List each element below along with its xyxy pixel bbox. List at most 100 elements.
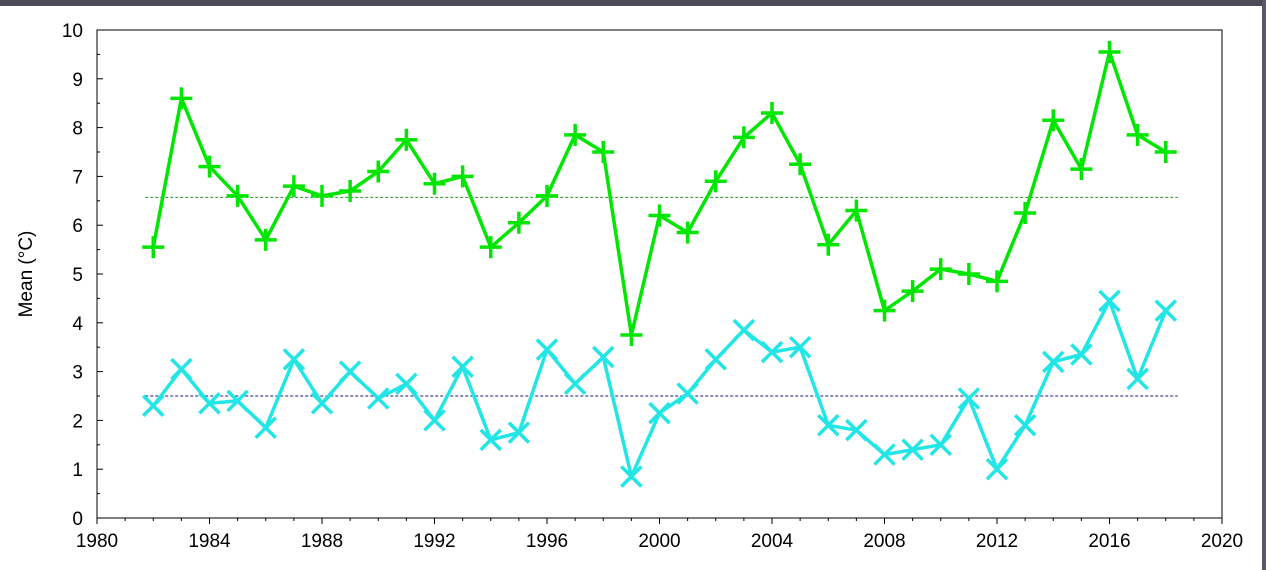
series-0-point (339, 180, 362, 203)
series-1-point (395, 372, 418, 396)
series-1-point (198, 392, 221, 415)
series-1-point (170, 357, 193, 381)
series-0-point (789, 153, 812, 176)
series-1-point (1126, 367, 1149, 391)
x-tick-label: 2012 (976, 531, 1018, 552)
y-axis-title: Mean (°C) (16, 231, 37, 318)
series-0-point (170, 87, 193, 110)
series-0-point (142, 236, 165, 259)
x-tick-label: 2008 (863, 531, 905, 552)
series-1-point (142, 394, 165, 417)
window-right-edge (1262, 0, 1266, 570)
x-tick-label: 2004 (751, 531, 794, 552)
y-tick-label: 3 (72, 363, 83, 384)
series-1-line (151, 299, 1168, 479)
series-1-point (451, 355, 474, 378)
y-tick-label: 4 (72, 314, 83, 335)
series-1-point (788, 335, 812, 359)
y-tick-label: 6 (72, 216, 83, 237)
series-0-point (845, 199, 868, 222)
y-tick-label: 0 (72, 509, 83, 530)
series-1-point (592, 345, 615, 369)
series-0-point (986, 270, 1008, 293)
series-0-point (198, 155, 221, 178)
y-tick-label: 5 (72, 265, 83, 286)
series-0-point (732, 126, 755, 149)
series-0-point (901, 280, 924, 303)
series-1-point (226, 389, 249, 413)
series-0-point (761, 101, 783, 124)
series-0-point (1098, 40, 1121, 63)
series-0-point (311, 184, 333, 207)
series-0-point (704, 170, 727, 193)
series-0-point (1070, 158, 1093, 181)
series-1-point (845, 418, 868, 442)
series-1-point (1070, 343, 1093, 366)
x-tick-label: 2016 (1088, 531, 1130, 552)
y-tick-label: 10 (62, 21, 83, 42)
series-1-point (817, 414, 840, 437)
series-1-point (367, 387, 390, 410)
series-0-point (423, 172, 446, 195)
series-1-point (901, 438, 924, 461)
x-tick-label: 1996 (526, 531, 568, 552)
window-top-edge (0, 0, 1266, 6)
series-1-point (338, 360, 362, 383)
series-1-point (985, 457, 1009, 481)
y-tick-label: 2 (72, 411, 83, 432)
series-1-point (1098, 289, 1121, 313)
series-0-point (507, 211, 530, 234)
series-0-point (817, 233, 840, 256)
series-0-line (151, 50, 1167, 337)
series-0-point (957, 263, 980, 285)
series-1-point (760, 340, 784, 364)
series-1-point (479, 428, 502, 452)
series-0-point (367, 160, 390, 183)
y-tick-label: 1 (72, 460, 83, 481)
series-1-point (957, 387, 981, 410)
series-1-point (282, 348, 306, 371)
series-1-point (563, 372, 587, 396)
series-1-point (620, 465, 643, 488)
series-1-point (1042, 350, 1065, 374)
x-tick-label: 2000 (638, 531, 680, 552)
series-0-point (226, 184, 249, 207)
plot-area-border (96, 29, 1223, 519)
series-1-point (648, 401, 671, 425)
series-0-point (451, 165, 474, 188)
x-tick-label: 1992 (413, 531, 455, 552)
series-0-point (536, 184, 558, 207)
series-0-point (395, 128, 418, 151)
series-0-point (648, 204, 671, 227)
series-0-point (282, 175, 305, 198)
series-0-point (254, 228, 277, 251)
series-1-point (507, 421, 531, 444)
series-1-point (676, 382, 699, 405)
series-0-point (1126, 123, 1149, 146)
series-1-point (704, 348, 727, 371)
series-1-point (1154, 299, 1177, 322)
series-1-point (310, 392, 334, 415)
x-tick-label: 2020 (1201, 531, 1243, 552)
series-1-point (423, 409, 446, 432)
series-0-point (592, 141, 615, 163)
series-0-point (1042, 109, 1065, 132)
y-tick-label: 8 (72, 119, 83, 140)
series-0-point (873, 299, 896, 322)
series-0-point (564, 123, 587, 146)
series-0-point (1014, 202, 1037, 224)
series-0-point (479, 236, 502, 259)
series-1-point (1013, 414, 1037, 437)
y-tick-label: 9 (72, 70, 83, 91)
series-1-point (732, 318, 756, 342)
x-tick-label: 1988 (301, 531, 343, 552)
series-1-point (535, 338, 559, 361)
x-tick-label: 1984 (188, 531, 231, 552)
series-0-point (929, 258, 952, 281)
series-1-point (254, 416, 277, 439)
x-tick-label: 1980 (76, 531, 118, 552)
y-tick-label: 7 (72, 167, 83, 188)
series-0-point (676, 221, 699, 244)
